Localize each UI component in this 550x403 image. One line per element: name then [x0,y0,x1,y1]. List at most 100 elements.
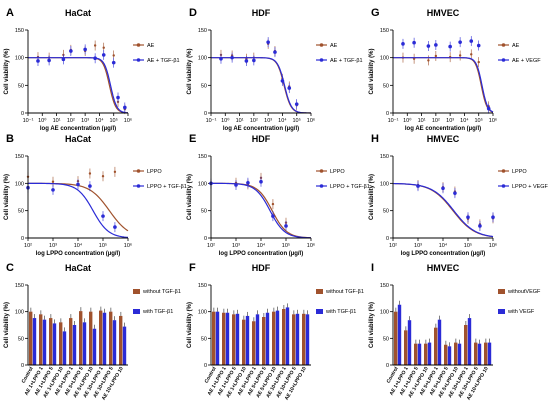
y-axis-label: Cell viability (%) [187,174,193,220]
bar [232,314,236,365]
x-tick-label: 10⁴ [278,117,287,124]
x-tick-label: 10⁴ [74,242,83,249]
legend-label: AE + TGF-β1 [330,58,363,64]
legend-label: LPPO [330,169,345,175]
data-point [36,59,40,63]
data-point [88,172,92,175]
bar [467,318,472,365]
x-tick-label: 10³ [446,118,454,124]
bar [72,325,77,365]
y-tick-label: 100 [15,181,24,187]
bar [427,342,432,365]
legend-marker [501,58,506,62]
panel-title: HMVEC [427,134,460,144]
y-tick-label: 150 [380,154,389,160]
x-tick-label: 10⁰ [403,117,412,124]
bar [272,311,276,365]
data-point [83,47,87,52]
x-tick-label: 10⁴ [257,242,266,249]
legend-label: without TGF-β1 [142,289,181,295]
x-tick-label: 10⁶ [307,117,315,124]
data-point [458,54,462,57]
bar [89,311,93,365]
data-point [476,43,481,48]
y-tick-label: 150 [15,28,24,34]
panel-title: HMVEC [427,263,460,273]
fit-curve [393,57,494,113]
data-point [280,79,285,83]
bar [477,343,482,365]
x-tick-label: 10³ [232,243,240,249]
legend-marker [501,184,506,188]
bar [245,315,250,365]
x-tick-label: 10⁻¹ [206,118,217,124]
x-tick-label: 10⁴ [95,117,104,124]
y-axis-label: Cell viability (%) [369,302,375,348]
data-point [271,214,275,218]
x-tick-label: 10⁶ [489,242,497,249]
data-point [123,105,127,110]
panel-title: HDF [252,8,271,18]
y-tick-label: 0 [204,236,207,242]
panel-letter: E [189,133,196,145]
bar [79,311,83,365]
bar [454,342,458,365]
data-point [111,60,116,65]
y-tick-label: 50 [201,209,207,215]
x-axis-label: log AE concentration (µg/l) [223,126,299,132]
legend-label: with VEGF [507,309,535,315]
legend-marker [319,184,324,188]
legend-swatch [316,309,323,314]
data-point [246,180,250,185]
legend-label: with TGF-β1 [142,309,173,315]
y-axis-label: Cell viability (%) [4,174,10,220]
y-axis-label: Cell viability (%) [187,302,193,348]
data-point [412,40,416,45]
x-axis-label: log LPPO concentration (µg/l) [401,251,485,257]
x-tick-label: 10⁻¹ [23,118,34,124]
fit-curve [392,182,494,238]
legend-label: AE [330,43,338,49]
bar [212,311,216,365]
bar [52,323,57,365]
bar [397,304,402,365]
bar [59,322,63,365]
data-point [441,186,445,191]
bar [265,312,270,365]
bar [235,313,240,365]
legend-marker [501,169,506,173]
y-tick-label: 0 [21,111,24,117]
bar [282,309,286,365]
data-point [234,183,238,187]
data-point [273,50,277,54]
bar [62,331,67,365]
legend-label: LPPO + TGF-β1 [330,184,370,190]
legend-label: with TGF-β1 [325,309,356,315]
bar [42,319,47,365]
legend-label: LPPO [147,169,162,175]
fit-curve [393,57,494,113]
bar [487,342,492,365]
bar [252,321,256,365]
legend-swatch [133,289,140,294]
data-point [466,215,470,220]
bar [407,320,412,365]
bar [122,326,127,365]
bar [275,310,280,365]
bar [457,343,462,365]
bar [92,328,97,365]
bar [404,330,408,365]
legend-swatch [133,309,140,314]
panel-letter: G [371,7,380,19]
bar [222,312,226,365]
y-tick-label: 150 [198,283,207,289]
bar [112,320,117,365]
legend-label: LPPO + VEGF [512,184,549,190]
y-tick-label: 0 [204,363,207,369]
data-point [477,60,480,64]
data-point [427,59,430,62]
bar [119,315,123,365]
legend-label: LPPO + TGF-β1 [147,184,187,190]
x-tick-label: 10³ [264,118,272,124]
data-point [88,184,92,188]
